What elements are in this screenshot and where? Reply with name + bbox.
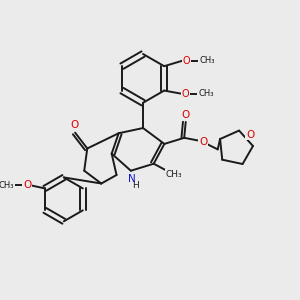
- Text: O: O: [183, 56, 190, 66]
- Text: CH₃: CH₃: [199, 56, 214, 65]
- Text: O: O: [182, 110, 190, 120]
- Text: H: H: [132, 181, 139, 190]
- Text: CH₃: CH₃: [198, 89, 214, 98]
- Text: O: O: [23, 180, 31, 190]
- Text: O: O: [246, 130, 254, 140]
- Text: CH₃: CH₃: [0, 181, 14, 190]
- Text: O: O: [182, 88, 189, 99]
- Text: O: O: [70, 120, 79, 130]
- Text: CH₃: CH₃: [166, 170, 182, 179]
- Text: O: O: [199, 137, 207, 147]
- Text: N: N: [128, 174, 136, 184]
